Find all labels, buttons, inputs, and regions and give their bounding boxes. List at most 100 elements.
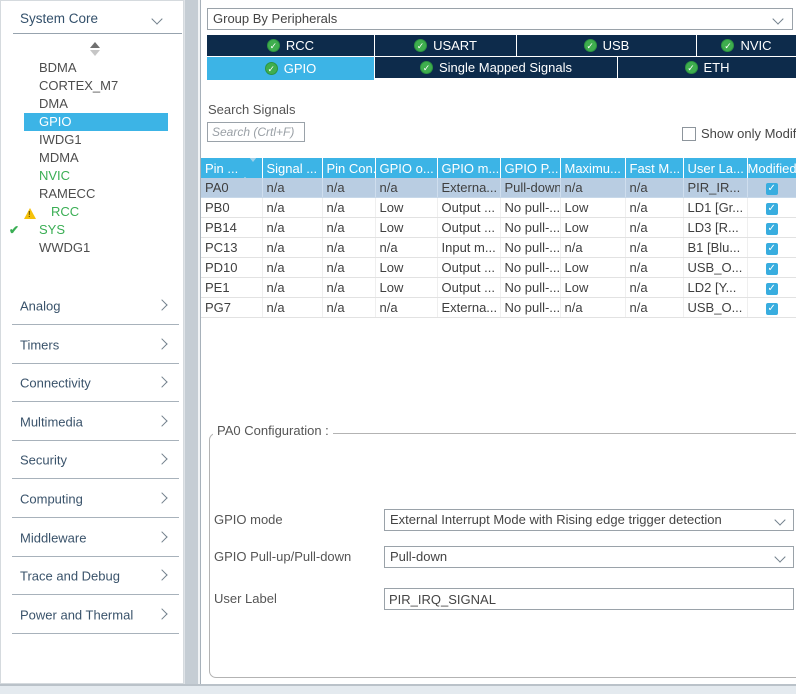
cell[interactable]: n/a	[625, 237, 684, 258]
cell[interactable]: PA0	[201, 178, 263, 198]
tab-nvic[interactable]: ✓ NVIC	[697, 35, 796, 56]
cell[interactable]: Low	[560, 197, 626, 218]
table-row-pc13[interactable]: PC13 n/a n/a n/a Input m... No pull-... n/a n/a…	[201, 237, 796, 258]
cell[interactable]: n/a	[322, 237, 376, 258]
modified-checkbox[interactable]: ✓	[765, 302, 778, 315]
modified-cell[interactable]: ✓	[747, 277, 796, 298]
sidebar-item-dma[interactable]: DMA	[24, 95, 168, 113]
cell[interactable]: Input m...	[437, 237, 501, 258]
cell[interactable]: n/a	[322, 257, 376, 278]
sidebar-category-power-and-thermal[interactable]: Power and Thermal	[1, 596, 185, 634]
tab-usb[interactable]: ✓ USB	[517, 35, 697, 56]
sidebar-category-multimedia[interactable]: Multimedia	[1, 403, 185, 441]
cell[interactable]: PIR_IR...	[683, 178, 748, 198]
modified-checkbox[interactable]: ✓	[765, 282, 778, 295]
gpio-pull-up-pull-down-select[interactable]: Pull-down	[384, 546, 794, 568]
show-only-modified-checkbox[interactable]	[682, 127, 696, 141]
cell[interactable]: n/a	[560, 178, 626, 198]
cell[interactable]: n/a	[262, 197, 323, 218]
cell[interactable]: Externa...	[437, 297, 501, 318]
cell[interactable]: No pull-...	[500, 237, 561, 258]
cell[interactable]: n/a	[625, 257, 684, 278]
sidebar-category-connectivity[interactable]: Connectivity	[1, 364, 185, 403]
cell[interactable]: n/a	[375, 297, 438, 318]
cell[interactable]: PB14	[201, 217, 263, 238]
sidebar-category-security[interactable]: Security	[1, 441, 185, 480]
scroll-up-icon[interactable]	[90, 42, 100, 56]
sidebar-item-gpio[interactable]: GPIO	[24, 113, 168, 131]
cell[interactable]: No pull-...	[500, 277, 561, 298]
column-header-maximu[interactable]: Maximu...	[560, 158, 626, 178]
cell[interactable]: n/a	[322, 197, 376, 218]
tab-gpio[interactable]: ✓ GPIO	[207, 57, 375, 80]
tab-rcc[interactable]: ✓ RCC	[207, 35, 375, 56]
cell[interactable]: n/a	[262, 237, 323, 258]
cell[interactable]: n/a	[375, 178, 438, 198]
cell[interactable]: Externa...	[437, 178, 501, 198]
cell[interactable]: n/a	[625, 178, 684, 198]
table-row-pg7[interactable]: PG7 n/a n/a n/a Externa... No pull-... n/a n/a U…	[201, 297, 796, 318]
cell[interactable]: PC13	[201, 237, 263, 258]
cell[interactable]: PD10	[201, 257, 263, 278]
cell[interactable]: n/a	[262, 178, 323, 198]
table-row-pa0[interactable]: PA0 n/a n/a n/a Externa... Pull-down n/a n/a PIR…	[201, 178, 796, 198]
cell[interactable]: Output ...	[437, 217, 501, 238]
cell[interactable]: USB_O...	[683, 257, 748, 278]
tab-single-mapped-signals[interactable]: ✓ Single Mapped Signals	[375, 57, 618, 78]
cell[interactable]: Low	[560, 257, 626, 278]
sidebar-category-computing[interactable]: Computing	[1, 480, 185, 518]
sidebar-item-cortex-m7[interactable]: CORTEX_M7	[24, 77, 168, 95]
cell[interactable]: Output ...	[437, 277, 501, 298]
cell[interactable]: LD2 [Y...	[683, 277, 748, 298]
modified-cell[interactable]: ✓	[747, 197, 796, 218]
chevron-down-icon[interactable]	[151, 13, 163, 25]
column-header-user-la[interactable]: User La...	[683, 158, 748, 178]
table-row-pd10[interactable]: PD10 n/a n/a Low Output ... No pull-... Low n/a…	[201, 257, 796, 278]
cell[interactable]: n/a	[625, 197, 684, 218]
column-header-gpio-p[interactable]: GPIO P...	[500, 158, 561, 178]
cell[interactable]: B1 [Blu...	[683, 237, 748, 258]
table-row-pb0[interactable]: PB0 n/a n/a Low Output ... No pull-... Low n/a L…	[201, 197, 796, 218]
gpio-mode-select[interactable]: External Interrupt Mode with Rising edge…	[384, 509, 794, 531]
cell[interactable]: Low	[375, 277, 438, 298]
cell[interactable]: n/a	[322, 217, 376, 238]
sidebar-item-ramecc[interactable]: RAMECC	[24, 185, 168, 203]
column-header-pin[interactable]: Pin ...	[201, 158, 263, 178]
cell[interactable]: n/a	[560, 297, 626, 318]
sort-icon[interactable]	[240, 158, 257, 178]
cell[interactable]: n/a	[262, 277, 323, 298]
cell[interactable]: n/a	[262, 297, 323, 318]
cell[interactable]: Pull-down	[500, 178, 561, 198]
cell[interactable]: n/a	[322, 178, 376, 198]
sidebar-category-timers[interactable]: Timers	[1, 326, 185, 364]
cell[interactable]: PB0	[201, 197, 263, 218]
cell[interactable]: Low	[560, 217, 626, 238]
column-header-modified[interactable]: Modified	[747, 158, 796, 178]
cell[interactable]: n/a	[375, 237, 438, 258]
column-header-gpio-o[interactable]: GPIO o...	[375, 158, 438, 178]
sidebar-item-mdma[interactable]: MDMA	[24, 149, 168, 167]
modified-cell[interactable]: ✓	[747, 178, 796, 198]
table-row-pe1[interactable]: PE1 n/a n/a Low Output ... No pull-... Low n/a L…	[201, 277, 796, 298]
modified-checkbox[interactable]: ✓	[765, 242, 778, 255]
modified-checkbox[interactable]: ✓	[765, 182, 778, 195]
cell[interactable]: n/a	[322, 277, 376, 298]
modified-cell[interactable]: ✓	[747, 297, 796, 318]
sidebar-category-analog[interactable]: Analog	[1, 287, 185, 325]
cell[interactable]: No pull-...	[500, 257, 561, 278]
modified-cell[interactable]: ✓	[747, 237, 796, 258]
sidebar-item-rcc[interactable]: ! RCC	[24, 203, 168, 221]
cell[interactable]: Low	[375, 197, 438, 218]
cell[interactable]: Output ...	[437, 197, 501, 218]
cell[interactable]: No pull-...	[500, 297, 561, 318]
cell[interactable]: n/a	[262, 257, 323, 278]
cell[interactable]: Output ...	[437, 257, 501, 278]
cell[interactable]: USB_O...	[683, 297, 748, 318]
cell[interactable]: LD1 [Gr...	[683, 197, 748, 218]
modified-checkbox[interactable]: ✓	[765, 222, 778, 235]
cell[interactable]: n/a	[560, 237, 626, 258]
cell[interactable]: n/a	[625, 297, 684, 318]
column-header-pin-con[interactable]: Pin Con...	[322, 158, 376, 178]
column-header-signal[interactable]: Signal ...	[262, 158, 323, 178]
cell[interactable]: PG7	[201, 297, 263, 318]
